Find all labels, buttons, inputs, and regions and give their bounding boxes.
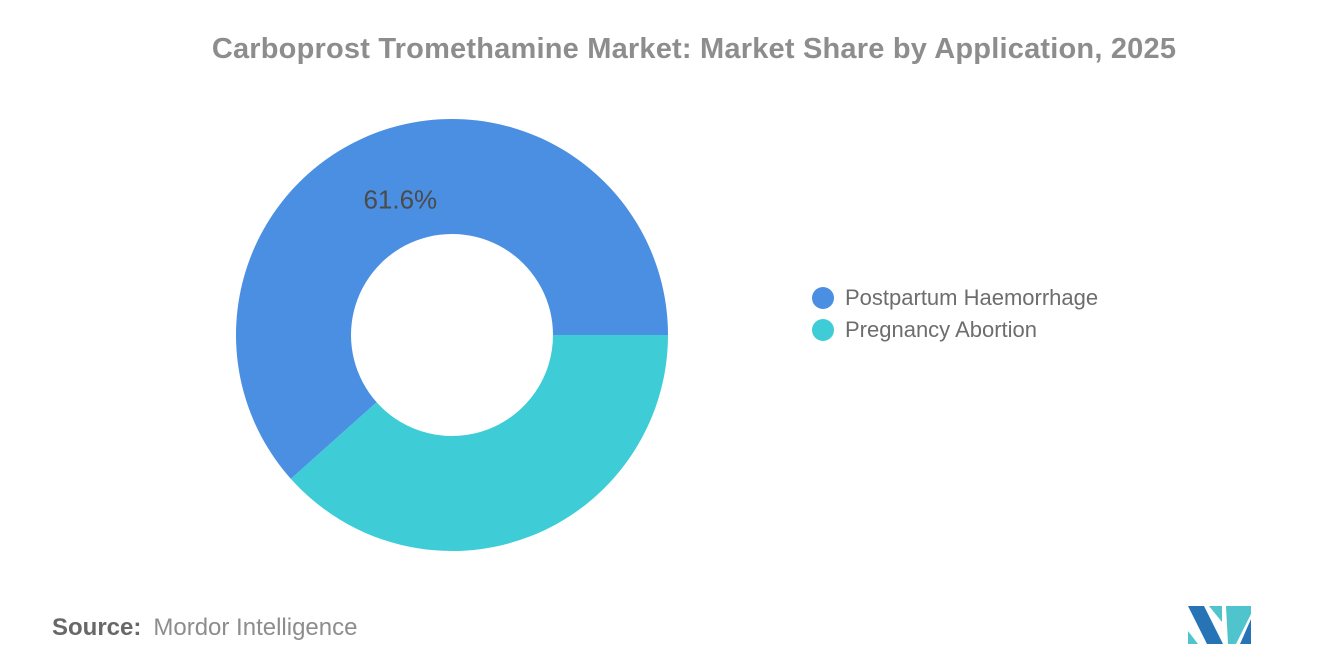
legend: Postpartum Haemorrhage Pregnancy Abortio…	[812, 285, 1099, 351]
source-label: Source:	[52, 614, 142, 641]
logo-mid-triangle	[1209, 606, 1222, 622]
slice-data-label: 61.6%	[363, 185, 437, 215]
chart-title: Carboprost Tromethamine Market: Market S…	[211, 33, 1177, 65]
logo-bottom-right-triangle	[1240, 619, 1251, 644]
legend-swatch-postpartum-haemorrhage-icon	[812, 287, 834, 309]
donut-chart: 61.6%	[235, 118, 668, 551]
legend-label-postpartum-haemorrhage: Postpartum Haemorrhage	[845, 285, 1099, 310]
source-attribution: Source: Mordor Intelligence	[52, 614, 357, 642]
legend-item-postpartum-haemorrhage[interactable]: Postpartum Haemorrhage	[812, 285, 1099, 310]
legend-label-pregnancy-abortion: Pregnancy Abortion	[845, 317, 1038, 342]
logo-right-band	[1226, 606, 1251, 644]
donut-slice-pregnancy-abortion[interactable]	[290, 335, 668, 551]
legend-swatch-pregnancy-abortion-icon	[812, 319, 834, 341]
logo-left-band	[1188, 606, 1223, 644]
logo-bottom-left-triangle	[1188, 631, 1198, 644]
source-text: Mordor Intelligence	[153, 614, 358, 641]
donut-slice-postpartum-haemorrhage[interactable]	[235, 118, 668, 479]
legend-item-pregnancy-abortion[interactable]: Pregnancy Abortion	[812, 317, 1098, 342]
mordor-intelligence-logo	[1188, 606, 1251, 644]
